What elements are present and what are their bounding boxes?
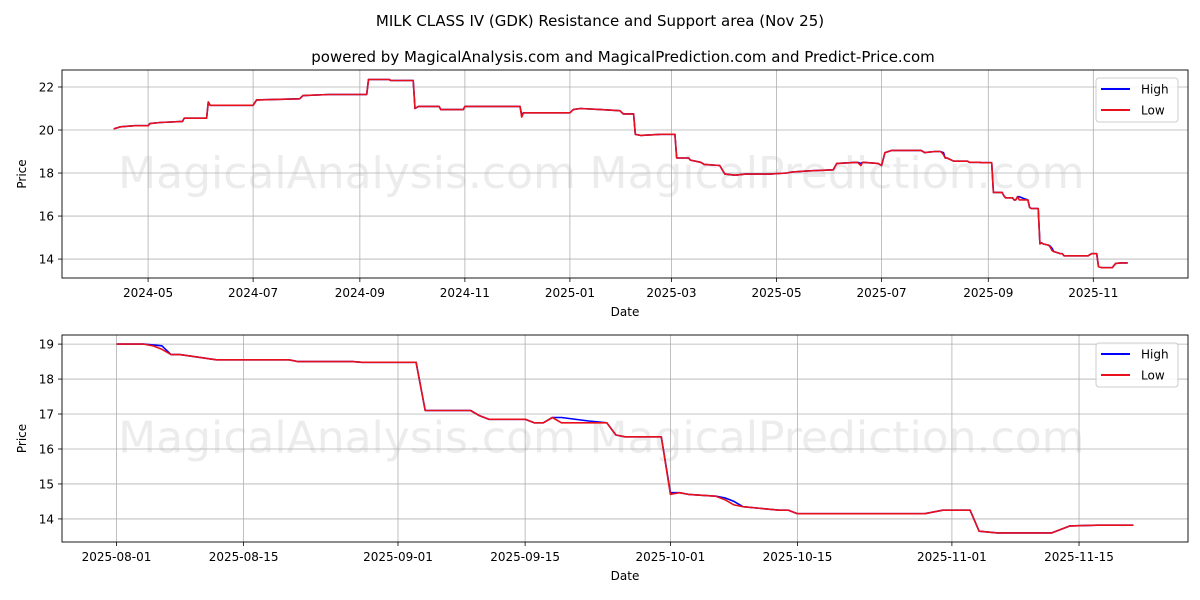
x-tick-label: 2025-08-01 [82, 550, 152, 564]
legend-label-high: High [1141, 348, 1169, 362]
x-tick-label: 2025-09 [963, 286, 1013, 300]
x-tick-label: 2025-05 [751, 286, 801, 300]
x-tick-label: 2025-10-01 [636, 550, 706, 564]
y-tick-label: 19 [39, 338, 54, 352]
x-tick-label: 2025-08-15 [209, 550, 279, 564]
legend-label-low: Low [1141, 369, 1165, 383]
x-tick-label: 2025-07 [856, 286, 906, 300]
chart-title: MILK CLASS IV (GDK) Resistance and Suppo… [376, 12, 824, 30]
y-tick-label: 22 [39, 80, 54, 94]
y-tick-label: 14 [39, 253, 54, 267]
y-tick-label: 20 [39, 124, 54, 138]
legend-label-high: High [1141, 83, 1169, 97]
x-tick-label: 2025-11 [1068, 286, 1118, 300]
legend: High Low [1095, 342, 1179, 388]
y-tick-label: 15 [39, 477, 54, 491]
y-tick-label: 17 [39, 408, 54, 422]
watermark-text: MagicalPrediction.com [590, 148, 1085, 199]
series-line-low [116, 343, 1134, 534]
y-tick-label: 18 [39, 373, 54, 387]
watermark-text: MagicalAnalysis.com [118, 148, 576, 199]
legend-label-low: Low [1141, 104, 1165, 118]
y-tick-label: 18 [39, 167, 54, 181]
plot-frame [61, 69, 1189, 279]
series-line-low [113, 78, 1128, 269]
plot-frame [61, 334, 1189, 543]
y-tick-label: 16 [39, 442, 54, 456]
legend: High Low [1095, 77, 1179, 123]
x-tick-label: 2025-11-15 [1044, 550, 1114, 564]
x-tick-label: 2024-07 [228, 286, 278, 300]
y-tick-label: 16 [39, 210, 54, 224]
x-tick-label: 2025-01 [545, 286, 595, 300]
x-tick-label: 2025-10-15 [763, 550, 833, 564]
watermark-text: MagicalPrediction.com [590, 413, 1085, 464]
y-tick-label: 14 [39, 512, 54, 526]
x-tick-label: 2024-09 [335, 286, 385, 300]
x-tick-label: 2025-09-01 [363, 550, 433, 564]
y-axis-label: Price [15, 159, 29, 188]
x-tick-label: 2025-09-15 [490, 550, 560, 564]
x-axis-label: Date [611, 569, 640, 583]
x-tick-label: 2025-11-01 [917, 550, 987, 564]
watermark-text: MagicalAnalysis.com [118, 413, 576, 464]
x-tick-label: 2024-05 [123, 286, 173, 300]
chart-panel-1: MagicalAnalysis.com MagicalPrediction.com… [15, 69, 1189, 319]
x-axis-label: Date [611, 305, 640, 319]
chart-subtitle: powered by MagicalAnalysis.com and Magic… [311, 48, 935, 66]
x-tick-label: 2025-03 [646, 286, 696, 300]
y-axis-label: Price [15, 424, 29, 453]
chart-panel-2: MagicalAnalysis.com MagicalPrediction.com… [15, 334, 1189, 583]
x-tick-label: 2024-11 [440, 286, 490, 300]
